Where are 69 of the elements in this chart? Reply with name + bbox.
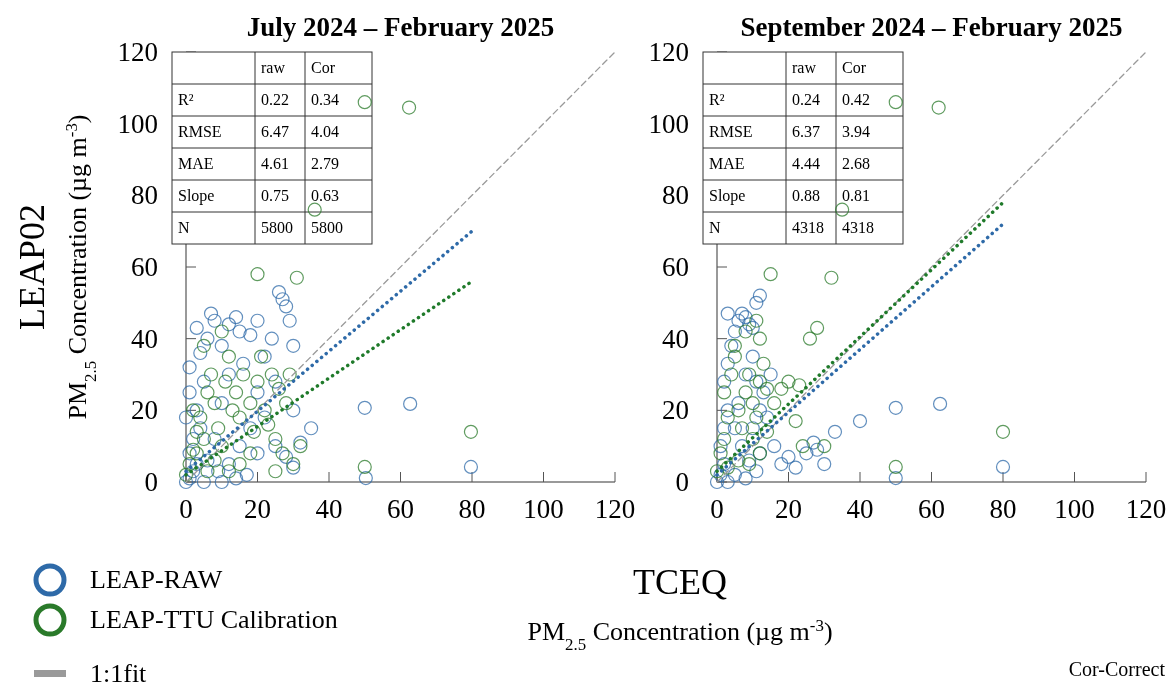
annotation: raw xyxy=(261,59,286,76)
legend-label: LEAP-RAW xyxy=(90,565,223,594)
x-tick-label: 80 xyxy=(458,494,486,524)
annotation: raw xyxy=(792,59,817,76)
annotation: 0.22 xyxy=(261,91,289,108)
x-tick-label: 20 xyxy=(244,494,271,524)
annotation: 2.68 xyxy=(842,155,870,172)
annotation: 0.81 xyxy=(842,187,870,204)
x-tick-label: 120 xyxy=(1125,494,1167,524)
y-tick-label: 0 xyxy=(144,467,158,497)
annotation: MAE xyxy=(178,155,214,172)
y-tick-label: 40 xyxy=(662,323,689,354)
annotation: 0.24 xyxy=(792,91,820,108)
annotation: 0.88 xyxy=(792,187,820,204)
x-tick-label: 40 xyxy=(846,494,874,524)
annotation: RMSE xyxy=(178,123,222,140)
annotation: Slope xyxy=(709,187,746,205)
legend-label: 1:1fit xyxy=(90,659,148,686)
x-tick-label: 60 xyxy=(387,494,414,524)
annotation: 4.61 xyxy=(261,155,289,172)
annotation: 4.04 xyxy=(311,123,339,140)
y-tick-label: 20 xyxy=(662,395,689,426)
annotation: 5800 xyxy=(311,219,343,236)
text: TCEQ PM$_{2.5}$ Concentration (µg m$^{-3}$) xyxy=(527,562,833,654)
annotation: N xyxy=(178,219,190,236)
annotation: Cor xyxy=(311,59,336,76)
annotation: 6.47 xyxy=(261,123,289,140)
y-tick-label: 120 xyxy=(648,37,689,67)
x-tick-label: 80 xyxy=(989,494,1017,524)
y-tick-label: 80 xyxy=(662,180,689,211)
annotation: RMSE xyxy=(709,123,753,140)
y-tick-label: 60 xyxy=(662,252,689,282)
legend-label: LEAP-TTU Calibration xyxy=(90,605,338,634)
annotation: 4.44 xyxy=(792,155,820,172)
annotation: 5800 xyxy=(261,219,293,236)
y-tick-label: 20 xyxy=(131,395,158,426)
annotation: R² xyxy=(709,91,725,108)
annotation: Cor xyxy=(842,59,867,76)
x-tick-label: 0 xyxy=(179,494,193,524)
annotation: MAE xyxy=(709,155,745,172)
annotation: 0.34 xyxy=(311,91,339,108)
x-tick-label: 0 xyxy=(710,494,724,524)
annotation: 4318 xyxy=(842,219,874,236)
x-tick-label: 20 xyxy=(775,494,802,524)
annotation: Slope xyxy=(178,187,215,205)
chart-title: September 2024 – February 2025 xyxy=(740,12,1123,42)
x-tick-label: 40 xyxy=(315,494,343,524)
y-tick-label: 40 xyxy=(131,323,158,354)
y-tick-label: 80 xyxy=(131,180,158,211)
annotation: 4318 xyxy=(792,219,824,236)
annotation: N xyxy=(709,219,721,236)
text: Cor-Correct xyxy=(1068,658,1166,680)
annotation: 3.94 xyxy=(842,123,870,140)
annotation: 2.79 xyxy=(311,155,339,172)
annotation: 0.42 xyxy=(842,91,870,108)
annotation: 6.37 xyxy=(792,123,820,140)
y-tick-label: 100 xyxy=(648,108,689,139)
x-tick-label: 60 xyxy=(918,494,945,524)
x-tick-label: 120 xyxy=(594,494,636,524)
x-tick-label: 100 xyxy=(1054,494,1095,524)
chart-title: July 2024 – February 2025 xyxy=(246,12,555,42)
annotation: 0.63 xyxy=(311,187,339,204)
annotation: 0.75 xyxy=(261,187,289,204)
annotation: R² xyxy=(178,91,194,108)
y-tick-label: 100 xyxy=(117,108,158,139)
y-tick-label: 120 xyxy=(117,37,158,67)
y-tick-label: 0 xyxy=(675,467,689,497)
y-tick-label: 60 xyxy=(131,252,158,282)
x-tick-label: 100 xyxy=(523,494,564,524)
